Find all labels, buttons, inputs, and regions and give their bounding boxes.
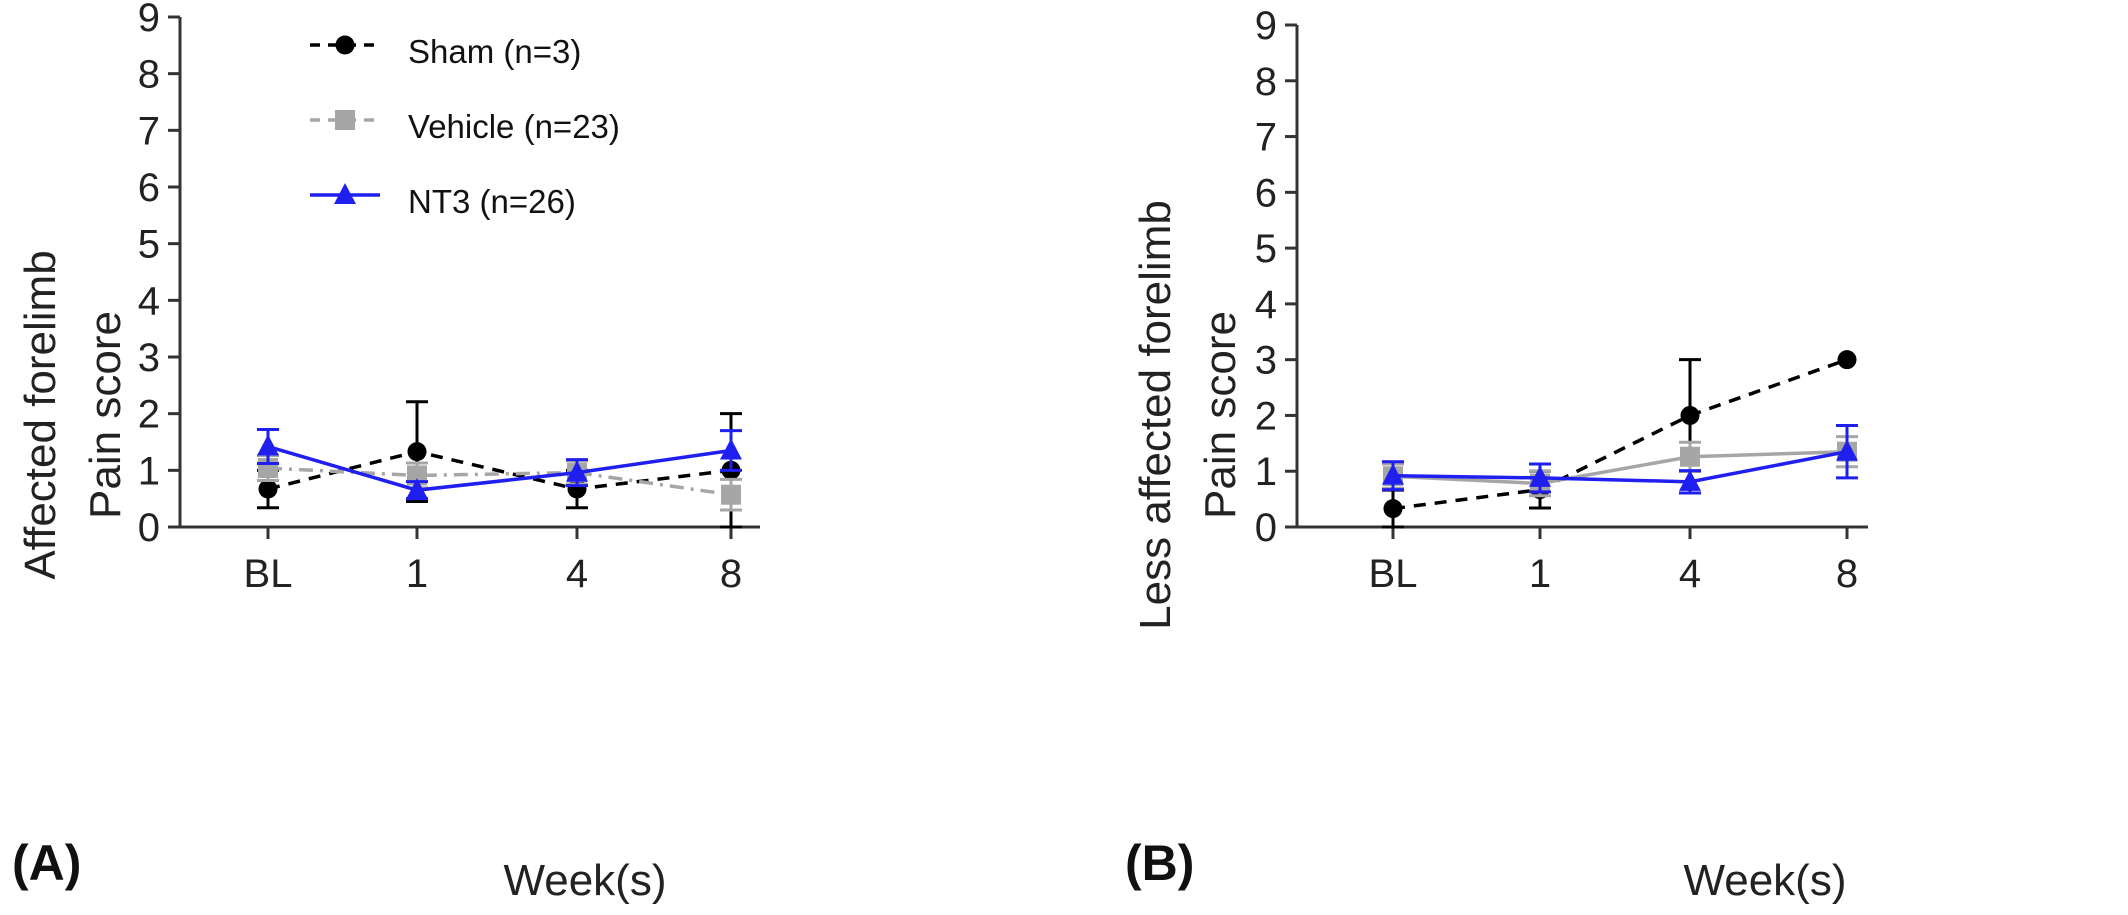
panel-a-nt3-point bbox=[566, 460, 588, 482]
legend-sham-label: Sham (n=3) bbox=[408, 33, 581, 70]
panel-b-series-sham bbox=[1382, 350, 1857, 529]
panel-b-y-tick-label: 5 bbox=[1255, 227, 1277, 271]
panel-b-x-tick-label: 4 bbox=[1679, 552, 1701, 596]
panel-b-y-tick-label: 4 bbox=[1255, 283, 1277, 327]
panel-b-y-tick-label: 1 bbox=[1255, 450, 1277, 494]
panel-b-y-tick-label: 2 bbox=[1255, 394, 1277, 438]
panel-a-y-tick-label: 4 bbox=[138, 279, 160, 323]
panel-b-sham-point bbox=[1680, 405, 1700, 425]
panel-b-y-tick-label: 6 bbox=[1255, 171, 1277, 215]
panel-b-sham-point bbox=[1383, 499, 1403, 519]
panel-a-y-axis-title-line-1: Affected forelimb bbox=[16, 250, 65, 579]
panel-b-x-tick-label: 1 bbox=[1529, 552, 1551, 596]
panel-b-chart: 0 1 2 3 4 5 6 7 8 9 BL 1 4 8 Less affected forelimb P… bbox=[1125, 4, 1868, 905]
legend: Sham (n=3) Vehicle (n=23) NT3 (n=26) bbox=[310, 33, 620, 220]
panel-b-y-tick-label: 9 bbox=[1255, 4, 1277, 48]
panel-a-y-tick-label: 0 bbox=[138, 506, 160, 550]
panel-a-axes: 0 1 2 3 4 5 6 7 8 9 BL 1 4 8 bbox=[138, 0, 760, 596]
legend-entry-vehicle: Vehicle (n=23) bbox=[310, 108, 620, 145]
panel-b-vehicle-line bbox=[1392, 449, 1848, 486]
panel-a-y-tick-label: 3 bbox=[138, 336, 160, 380]
legend-vehicle-label: Vehicle (n=23) bbox=[408, 108, 620, 145]
panel-a-y-tick-label: 5 bbox=[138, 223, 160, 267]
legend-nt3-label: NT3 (n=26) bbox=[408, 183, 576, 220]
legend-sham-marker bbox=[335, 35, 355, 55]
panel-b-sham-point bbox=[1837, 350, 1857, 370]
panel-b-nt3-point bbox=[1382, 463, 1404, 485]
panel-b-nt3-point bbox=[1679, 469, 1701, 491]
panel-a-y-tick-label: 6 bbox=[138, 166, 160, 210]
panel-a-series-nt3 bbox=[257, 428, 742, 501]
panel-a-nt3-point bbox=[406, 478, 428, 500]
panel-b-axes: 0 1 2 3 4 5 6 7 8 9 BL 1 4 8 bbox=[1255, 4, 1868, 596]
panel-a-sham-point bbox=[407, 442, 427, 462]
legend-vehicle-marker bbox=[335, 110, 355, 130]
panel-a-y-tick-label: 1 bbox=[138, 449, 160, 493]
legend-entry-nt3: NT3 (n=26) bbox=[310, 183, 576, 220]
panel-b-x-tick-label: BL bbox=[1369, 552, 1418, 596]
panel-b-y-axis-title-line-2: Pain score bbox=[1196, 311, 1245, 519]
legend-entry-sham: Sham (n=3) bbox=[310, 33, 581, 70]
panel-a-y-tick-label: 7 bbox=[138, 109, 160, 153]
panel-a-series bbox=[257, 400, 742, 529]
panel-a-y-tick-label: 8 bbox=[138, 53, 160, 97]
panel-b-nt3-point bbox=[1836, 439, 1858, 461]
legend-nt3-marker bbox=[334, 183, 356, 204]
legend-nt3-glyph bbox=[310, 183, 380, 204]
panel-a-nt3-point bbox=[720, 438, 742, 460]
panel-a-vehicle-point bbox=[721, 484, 741, 505]
panel-a-x-tick-label: 8 bbox=[720, 552, 742, 596]
panel-a-label: (A) bbox=[12, 835, 81, 891]
panel-a-y-tick-label: 9 bbox=[138, 0, 160, 40]
panel-b-x-axis-title: Week(s) bbox=[1684, 856, 1847, 905]
panel-b-x-tick-label: 8 bbox=[1836, 552, 1858, 596]
legend-vehicle-glyph bbox=[310, 110, 380, 130]
panel-b-y-axis-title-line-1: Less affected forelimb bbox=[1131, 200, 1180, 630]
panel-a-nt3-point bbox=[257, 434, 279, 456]
legend-sham-glyph bbox=[310, 35, 380, 55]
panel-b-y-tick-label: 8 bbox=[1255, 60, 1277, 104]
panel-a-sham-line bbox=[267, 449, 732, 491]
panel-a-vehicle-line bbox=[267, 466, 732, 497]
panel-b-vehicle-point bbox=[1680, 446, 1700, 467]
panel-b-sham-line bbox=[1392, 358, 1848, 511]
panel-b-nt3-line bbox=[1392, 449, 1848, 484]
panel-a-chart: 0 1 2 3 4 5 6 7 8 9 BL 1 4 8 Affected forelimb Pain s… bbox=[12, 0, 760, 905]
panel-b-y-tick-label: 7 bbox=[1255, 116, 1277, 160]
panel-b-series bbox=[1382, 350, 1858, 529]
panel-a-x-axis-title: Week(s) bbox=[504, 856, 667, 905]
panel-a-x-tick-label: BL bbox=[244, 552, 293, 596]
panel-b-label: (B) bbox=[1125, 835, 1194, 891]
panel-b-series-vehicle bbox=[1382, 435, 1858, 498]
panel-a-y-axis-title-line-2: Pain score bbox=[81, 311, 130, 519]
panel-a-x-tick-label: 1 bbox=[406, 552, 428, 596]
panel-b-y-tick-label: 0 bbox=[1255, 506, 1277, 550]
panel-a-sham-point bbox=[258, 479, 278, 499]
panel-a-y-tick-label: 2 bbox=[138, 393, 160, 437]
panel-a-nt3-line bbox=[267, 444, 732, 492]
panel-b-nt3-point bbox=[1529, 465, 1551, 487]
panel-b-y-tick-label: 3 bbox=[1255, 339, 1277, 383]
panel-a-x-tick-label: 4 bbox=[566, 552, 588, 596]
panel-b-series-nt3 bbox=[1382, 423, 1858, 495]
